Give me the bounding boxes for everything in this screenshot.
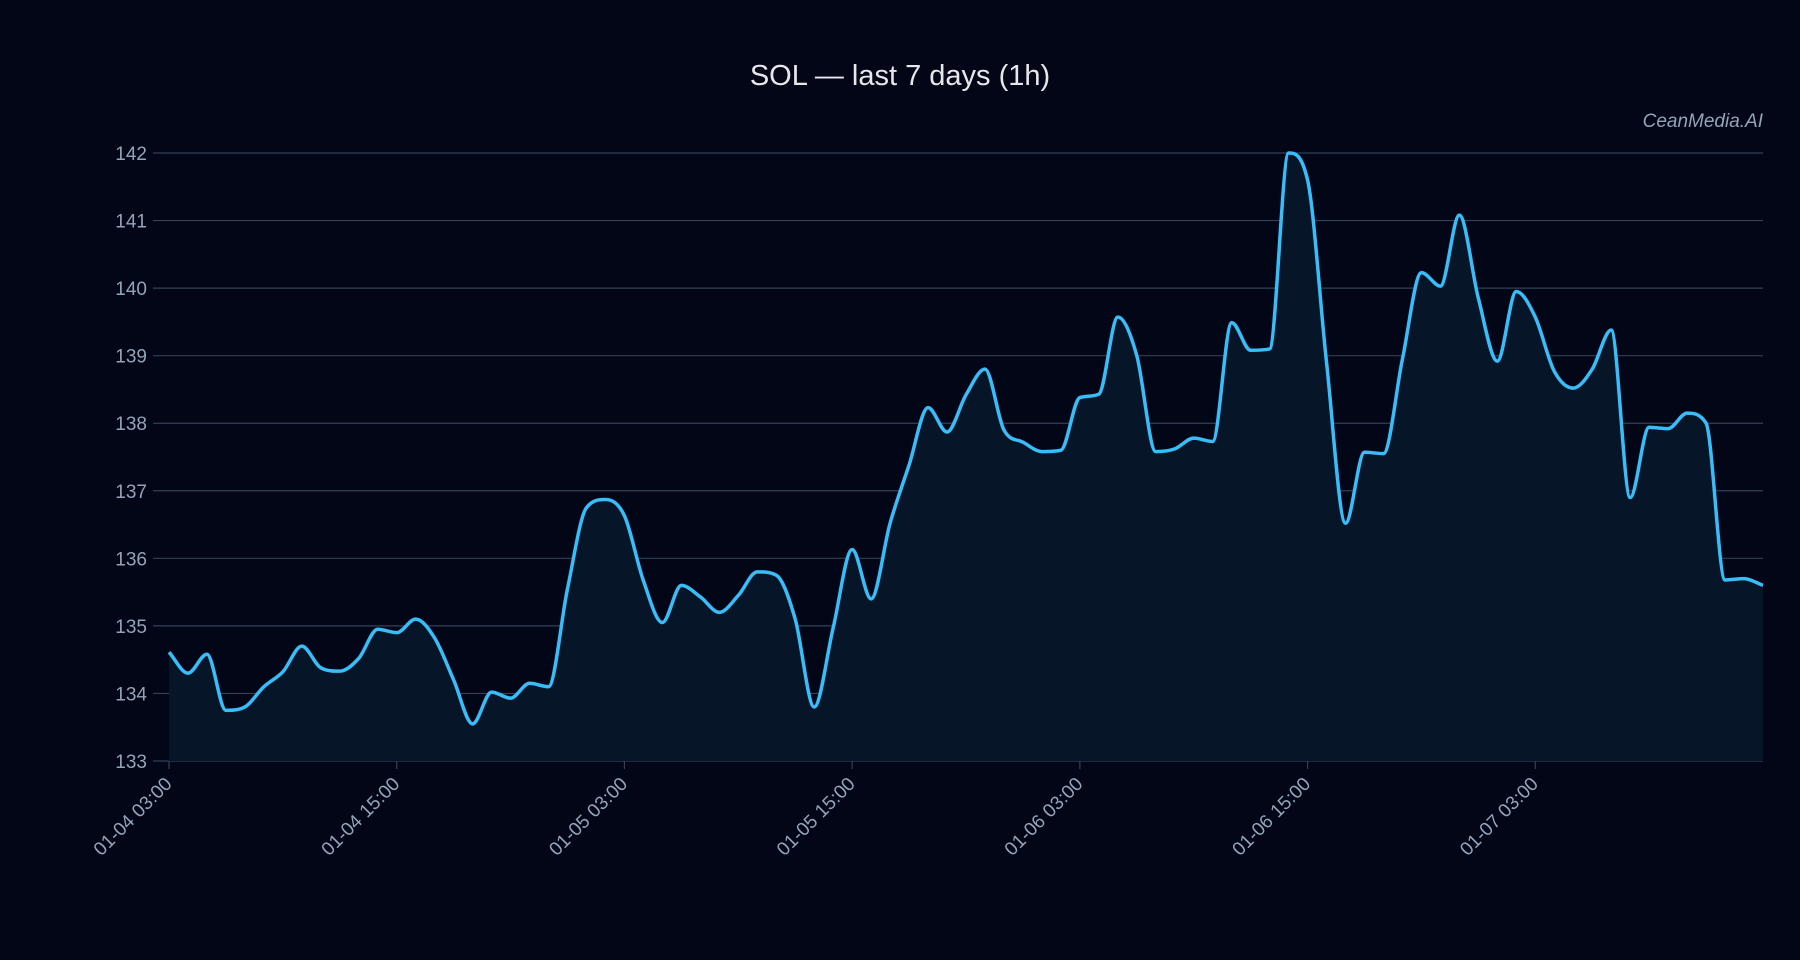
y-tick-label: 138 xyxy=(115,414,147,435)
y-axis: 133 134 135 136 137 138 139 140 141 142 xyxy=(115,144,147,773)
y-tick-label: 141 xyxy=(115,212,147,233)
price-line xyxy=(167,151,1764,726)
y-tick-label: 134 xyxy=(115,684,147,705)
y-tick-label: 135 xyxy=(115,617,147,638)
y-tick-label: 133 xyxy=(115,752,147,773)
y-tick-label: 136 xyxy=(115,549,147,570)
watermark: CeanMedia.AI xyxy=(1643,111,1764,132)
y-tick-label: 139 xyxy=(115,347,147,368)
data-points xyxy=(168,152,1764,724)
chart-title: SOL — last 7 days (1h) xyxy=(750,60,1050,92)
y-tick-label: 137 xyxy=(115,482,147,503)
y-tick-label: 142 xyxy=(115,144,147,165)
y-tick-label: 140 xyxy=(115,279,147,300)
price-area-fill xyxy=(169,153,1763,761)
